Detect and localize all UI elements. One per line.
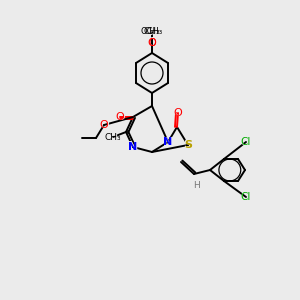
Text: O: O bbox=[148, 38, 156, 48]
Text: O: O bbox=[148, 38, 156, 48]
Text: O: O bbox=[174, 108, 182, 118]
Text: Cl: Cl bbox=[241, 137, 251, 147]
Text: O: O bbox=[116, 112, 124, 122]
Text: O: O bbox=[173, 106, 183, 119]
Text: CH₃: CH₃ bbox=[142, 27, 162, 37]
Text: S: S bbox=[184, 140, 192, 150]
Text: Cl: Cl bbox=[241, 192, 251, 202]
Text: Cl: Cl bbox=[240, 190, 252, 203]
Text: CH₃: CH₃ bbox=[103, 132, 123, 142]
Text: CH₃: CH₃ bbox=[105, 133, 121, 142]
Text: N: N bbox=[128, 142, 138, 152]
Text: O: O bbox=[115, 110, 125, 124]
Text: N: N bbox=[163, 136, 173, 148]
Text: H: H bbox=[192, 180, 200, 190]
Text: S: S bbox=[184, 139, 193, 152]
Text: N: N bbox=[164, 137, 172, 147]
Text: OCH₃: OCH₃ bbox=[139, 27, 165, 37]
Text: O: O bbox=[100, 120, 108, 130]
Text: O: O bbox=[148, 38, 156, 48]
Text: O: O bbox=[99, 118, 109, 131]
Text: CH₃: CH₃ bbox=[144, 28, 160, 37]
Text: N: N bbox=[128, 140, 138, 154]
Text: O: O bbox=[147, 37, 157, 50]
Text: Cl: Cl bbox=[240, 136, 252, 148]
Text: OCH₃: OCH₃ bbox=[141, 28, 163, 37]
Text: H: H bbox=[193, 181, 200, 190]
